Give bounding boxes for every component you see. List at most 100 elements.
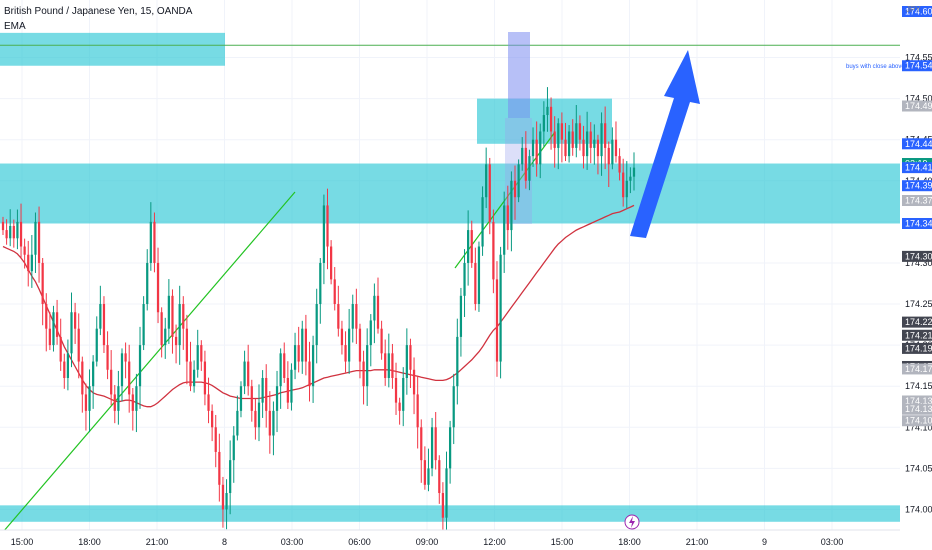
candle-56 bbox=[203, 350, 207, 406]
highlight-box[interactable] bbox=[505, 32, 532, 224]
time-tick-11: 9 bbox=[762, 537, 767, 547]
candle-128 bbox=[463, 249, 466, 318]
candle-85 bbox=[308, 341, 311, 402]
blue-highlight-box[interactable] bbox=[508, 32, 530, 118]
candle-121 bbox=[438, 455, 441, 504]
candle-147 bbox=[531, 127, 535, 167]
candle-18 bbox=[66, 339, 70, 391]
zone-1[interactable] bbox=[0, 163, 900, 224]
candle-106 bbox=[384, 339, 387, 386]
flash-icon[interactable] bbox=[624, 514, 640, 530]
time-tick-2: 21:00 bbox=[146, 537, 169, 547]
candle-108 bbox=[391, 343, 394, 389]
candle-172 bbox=[622, 158, 625, 207]
svg-text:174.348: 174.348 bbox=[905, 219, 932, 229]
candle-88 bbox=[319, 258, 322, 324]
candle-35 bbox=[128, 344, 131, 413]
time-tick-6: 09:00 bbox=[416, 537, 439, 547]
candle-66 bbox=[239, 381, 243, 418]
zone-0[interactable] bbox=[0, 32, 225, 66]
candle-25 bbox=[92, 355, 95, 409]
candle-112 bbox=[405, 328, 408, 395]
candle-117 bbox=[423, 446, 426, 490]
symbol-title[interactable]: British Pound / Japanese Yen, 15, OANDA bbox=[4, 6, 193, 17]
candle-142 bbox=[513, 165, 517, 220]
candle-95 bbox=[344, 331, 347, 373]
candle-164 bbox=[593, 124, 596, 165]
candle-123 bbox=[445, 451, 448, 532]
candle-157 bbox=[567, 125, 571, 163]
candle-104 bbox=[376, 277, 380, 334]
candle-30 bbox=[110, 350, 113, 406]
time-tick-10: 21:00 bbox=[686, 537, 709, 547]
svg-text:174.416: 174.416 bbox=[905, 163, 932, 173]
candle-140 bbox=[506, 185, 509, 250]
blue-arrow[interactable] bbox=[630, 50, 700, 238]
candle-94 bbox=[340, 320, 344, 355]
price-axis-bg bbox=[900, 0, 932, 550]
candle-90 bbox=[326, 188, 329, 270]
candle-163 bbox=[589, 122, 592, 164]
candle-150 bbox=[542, 101, 545, 147]
candle-81 bbox=[293, 332, 297, 380]
candle-159 bbox=[575, 105, 578, 158]
price-tick-0: 174.000 bbox=[905, 504, 932, 514]
candle-132 bbox=[477, 241, 481, 312]
candle-102 bbox=[369, 314, 372, 367]
candle-57 bbox=[207, 377, 210, 424]
candle-110 bbox=[398, 397, 401, 425]
candle-52 bbox=[189, 341, 192, 392]
zone-3[interactable] bbox=[0, 505, 900, 522]
candle-98 bbox=[355, 288, 358, 344]
price-tick-11: 174.550 bbox=[905, 53, 932, 63]
price-tag-9: 174.308 bbox=[902, 250, 932, 262]
candle-122 bbox=[441, 482, 445, 530]
candle-65 bbox=[236, 395, 239, 441]
candle-134 bbox=[485, 147, 488, 209]
arrow-shape[interactable] bbox=[630, 50, 700, 238]
indicator-label[interactable]: EMA bbox=[4, 21, 26, 32]
candle-2 bbox=[9, 209, 12, 247]
rectangle-zones[interactable] bbox=[0, 32, 900, 522]
candle-41 bbox=[149, 202, 152, 271]
candle-174 bbox=[629, 167, 632, 194]
candles bbox=[1, 87, 636, 532]
candle-146 bbox=[528, 149, 531, 191]
candle-78 bbox=[283, 342, 286, 383]
candle-156 bbox=[564, 122, 567, 162]
price-tag-12: 174.196 bbox=[902, 342, 932, 354]
candle-175 bbox=[632, 152, 636, 191]
candle-109 bbox=[394, 362, 398, 415]
price-tag-10: 174.228 bbox=[902, 316, 932, 328]
candle-114 bbox=[412, 357, 416, 415]
candle-54 bbox=[196, 329, 199, 378]
candle-16 bbox=[59, 318, 62, 371]
candle-166 bbox=[600, 112, 603, 176]
price-tag-8: 174.348 bbox=[902, 218, 932, 230]
candle-73 bbox=[265, 364, 268, 428]
candle-86 bbox=[311, 335, 315, 403]
candle-24 bbox=[88, 369, 91, 433]
trend-line-left[interactable] bbox=[2, 191, 296, 533]
price-tag-11: 174.212 bbox=[902, 329, 932, 341]
candle-167 bbox=[604, 106, 607, 170]
candle-6 bbox=[23, 238, 26, 269]
time-axis[interactable]: 15:00 18:00 21:00 8 03:00 06:00 09:00 12:00 15:0… bbox=[0, 529, 932, 550]
svg-text:174.606: 174.606 bbox=[905, 7, 932, 17]
candle-68 bbox=[247, 344, 250, 396]
price-axis[interactable]: 174.000174.050174.100174.150174.200174.2… bbox=[900, 0, 932, 550]
ema-polyline bbox=[2, 204, 635, 408]
candle-91 bbox=[330, 240, 333, 285]
candle-130 bbox=[470, 220, 473, 268]
candle-48 bbox=[174, 324, 178, 364]
price-tick-10: 174.500 bbox=[905, 94, 932, 104]
candle-70 bbox=[254, 398, 257, 440]
candle-22 bbox=[81, 356, 84, 413]
candle-72 bbox=[261, 370, 264, 418]
svg-text:174.445: 174.445 bbox=[905, 139, 932, 149]
candle-170 bbox=[614, 121, 618, 163]
candle-51 bbox=[185, 314, 189, 385]
candle-71 bbox=[257, 384, 261, 442]
candle-26 bbox=[95, 316, 98, 367]
